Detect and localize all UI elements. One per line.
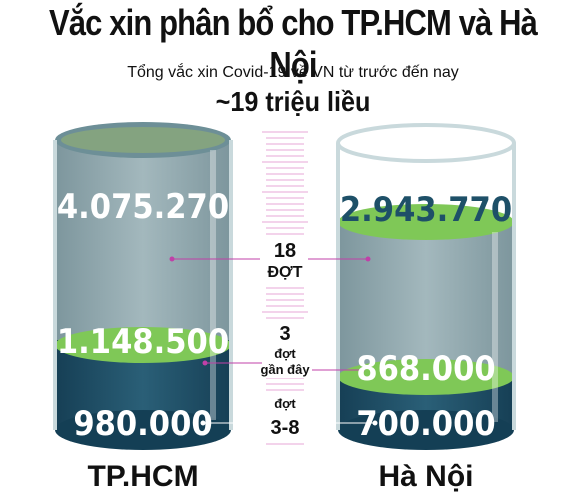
hcm-green-band	[55, 327, 231, 363]
category-label-tphcm: TP.HCM	[87, 460, 198, 493]
hn-bottom	[338, 410, 514, 450]
connector-2-right-dot	[359, 367, 365, 373]
connector-2-left-dot	[202, 360, 208, 366]
label-dot-3-8-top: đợt	[274, 396, 296, 411]
label-18: 18	[274, 240, 296, 262]
connector-1-left-dot	[169, 256, 175, 262]
hn-value-3-dot: 868.000	[356, 349, 495, 389]
hcm-value-dot-3-8: 980.000	[73, 404, 212, 444]
label-dot: ĐỢT	[268, 264, 303, 281]
hn-glass-shine	[492, 232, 498, 422]
cylinder-tphcm	[53, 122, 233, 450]
label-dot-small: đợt	[274, 346, 296, 361]
chart-subtitle: Tổng vắc xin Covid-19 về VN từ trước đến…	[127, 64, 459, 81]
label-bg-3	[260, 392, 310, 440]
label-3-8: 3-8	[271, 417, 300, 439]
cylinder-hanoi	[336, 123, 516, 450]
hn-green-band	[338, 359, 514, 395]
hn-value-dot-3-8: 700.000	[356, 404, 495, 444]
connector-1-right-dot	[365, 256, 371, 262]
connectors	[169, 256, 378, 426]
hn-liquid-top	[338, 204, 514, 240]
hcm-bottom	[55, 410, 231, 450]
label-gan-day: gần đây	[260, 362, 310, 377]
hn-value-18-dot: 2.943.770	[340, 190, 512, 230]
hn-glass-rim	[336, 123, 516, 163]
connector-3-left-dot	[200, 420, 206, 426]
hcm-value-18-dot: 4.075.270	[57, 187, 229, 227]
total-doses: ~19 triệu liều	[215, 86, 371, 117]
chart-title: Vắc xin phân bổ cho TP.HCM và Hà Nội	[48, 2, 538, 85]
label-3: 3	[279, 323, 290, 345]
hcm-value-3-dot: 1.148.500	[57, 322, 229, 362]
category-label-hanoi: Hà Nội	[378, 460, 473, 493]
hcm-glass-shine	[210, 150, 216, 420]
hcm-liquid-surface	[61, 127, 225, 153]
label-bg-1	[262, 237, 308, 283]
connector-3-right-dot	[372, 420, 378, 426]
label-bg-2	[262, 322, 312, 378]
